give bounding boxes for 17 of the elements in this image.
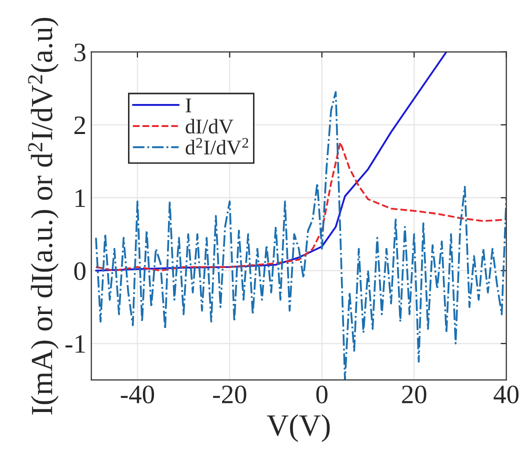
x-tick-label: -40 <box>120 386 154 404</box>
y-tick-label: -1 <box>65 335 85 353</box>
x-tick-label: -20 <box>213 386 246 404</box>
x-axis-title: V(V) <box>266 414 330 442</box>
y-tick-label: 0 <box>74 262 86 280</box>
legend-label: I <box>186 98 192 112</box>
x-tick-label: 40 <box>494 386 519 404</box>
x-tick-label: 20 <box>402 386 426 404</box>
legend-label: d$^{2}$I/dV$^{2}$ <box>186 138 248 155</box>
y-tick-label: 1 <box>76 189 85 207</box>
x-tick-label: 0 <box>316 386 328 404</box>
y-tick-label: 2 <box>74 116 86 134</box>
line-series <box>95 91 506 380</box>
y-axis-title: I(mA) or dI(a.u.) or d$^{2}$I/dV$^{2}$(a.u) <box>28 18 59 415</box>
y-tick-label: 3 <box>74 44 86 62</box>
legend-label: dI/dV <box>186 118 234 134</box>
line-series <box>95 52 448 272</box>
